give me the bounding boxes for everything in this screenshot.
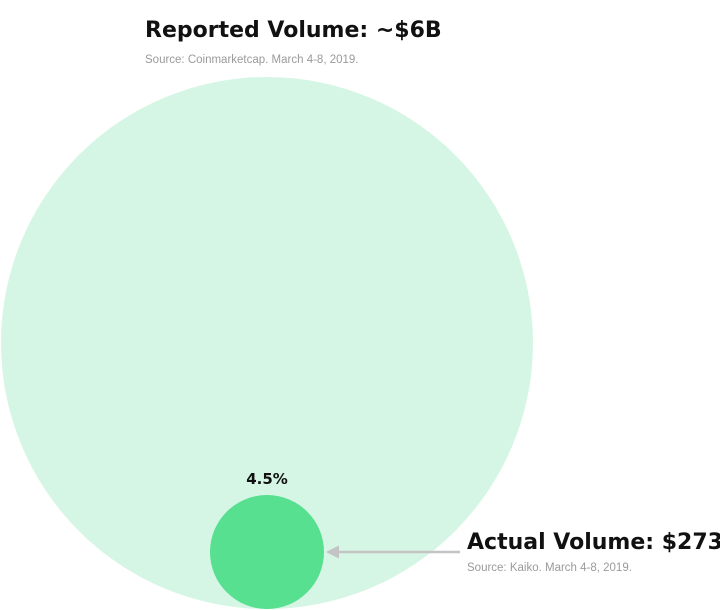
reported-volume-bubble (1, 77, 533, 609)
actual-volume-title: Actual Volume: $273M (467, 530, 720, 555)
actual-volume-source: Source: Kaiko. March 4-8, 2019. (467, 562, 632, 574)
arrow-head (326, 545, 339, 559)
actual-volume-bubble (210, 495, 324, 609)
reported-volume-title: Reported Volume: ~$6B (145, 18, 442, 43)
percentage-label: 4.5% (246, 470, 288, 488)
pointer-arrow (326, 545, 460, 559)
reported-volume-source: Source: Coinmarketcap. March 4-8, 2019. (145, 54, 359, 66)
